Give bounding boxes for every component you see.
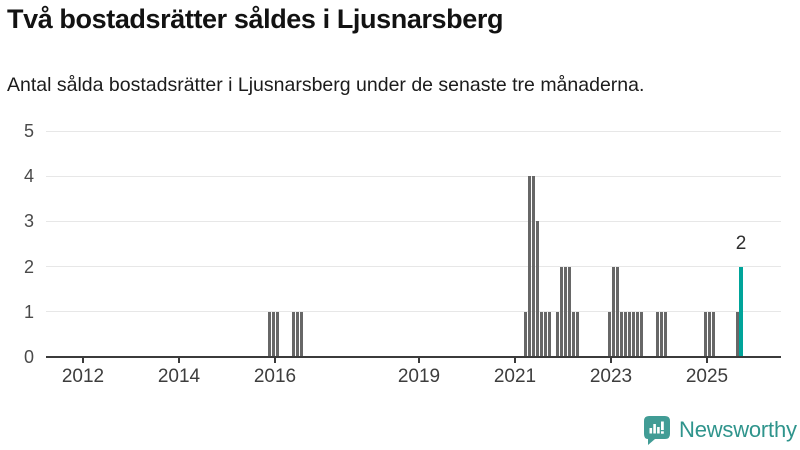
bar (711, 311, 715, 357)
bar (555, 311, 559, 357)
x-tick-label: 2016 (253, 366, 297, 387)
bar (631, 311, 635, 357)
bar (535, 221, 539, 357)
gridline (46, 175, 781, 177)
bar (291, 311, 295, 357)
y-tick-label: 1 (23, 301, 34, 322)
bar (559, 266, 563, 357)
y-tick-label: 3 (23, 211, 34, 232)
bar (271, 311, 275, 357)
bar (267, 311, 271, 357)
bar (575, 311, 579, 357)
y-tick-label: 2 (23, 256, 34, 277)
x-tick-label: 2014 (157, 366, 201, 387)
bar (659, 311, 663, 357)
chart-title: Två bostadsrätter såldes i Ljusnarsberg (7, 4, 504, 34)
gridline (46, 266, 781, 268)
bar (607, 311, 611, 357)
newsworthy-logo[interactable]: Newsworthy (643, 415, 797, 445)
bar (539, 311, 543, 357)
bar (295, 311, 299, 357)
bar (703, 311, 707, 357)
bar (275, 311, 279, 357)
x-tick-label: 2019 (397, 366, 441, 387)
bar (299, 311, 303, 357)
bar (567, 266, 571, 357)
bar (735, 311, 739, 357)
bar (563, 266, 567, 357)
bar (707, 311, 711, 357)
bar (619, 311, 623, 357)
x-tick-label: 2025 (685, 366, 729, 387)
x-tick-mark (274, 357, 276, 363)
y-tick-label: 5 (23, 121, 34, 141)
newsworthy-logo-icon (644, 416, 670, 445)
bar (615, 266, 619, 357)
x-axis-line (46, 356, 781, 358)
bar-value-label: 2 (735, 232, 747, 254)
chart-subtitle: Antal sålda bostadsrätter i Ljusnarsberg… (7, 74, 645, 96)
highlight-bar (738, 266, 744, 357)
x-tick-mark (514, 357, 516, 363)
newsworthy-logo-text: Newsworthy (679, 417, 797, 442)
bar (531, 176, 535, 357)
bar (663, 311, 667, 357)
y-tick-label: 0 (23, 347, 34, 367)
x-tick-label: 2023 (589, 366, 633, 387)
bar (547, 311, 551, 357)
bar (639, 311, 643, 357)
bar (627, 311, 631, 357)
gridline (46, 311, 781, 313)
bar (655, 311, 659, 357)
bar (571, 311, 575, 357)
bar (635, 311, 639, 357)
bar (523, 311, 527, 357)
x-tick-mark (418, 357, 420, 363)
y-tick-label: 4 (23, 166, 34, 187)
bar (611, 266, 615, 357)
bar (527, 176, 531, 357)
x-tick-mark (178, 357, 180, 363)
x-tick-mark (706, 357, 708, 363)
x-tick-label: 2012 (61, 366, 105, 387)
bar (543, 311, 547, 357)
bar (623, 311, 627, 357)
gridline (46, 220, 781, 222)
x-tick-mark (610, 357, 612, 363)
x-tick-mark (82, 357, 84, 363)
x-tick-label: 2021 (493, 366, 537, 387)
gridline (46, 130, 781, 132)
